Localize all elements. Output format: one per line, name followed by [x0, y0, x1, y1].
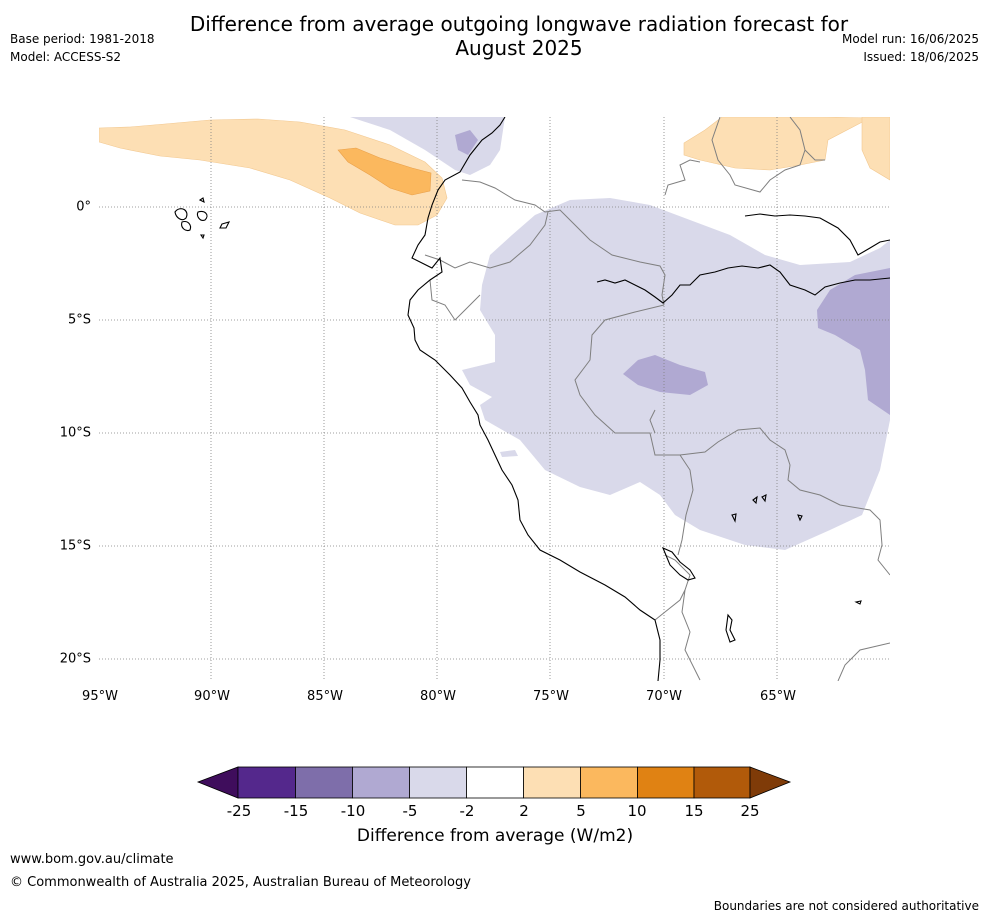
- lat-label-15s: 15°S: [59, 538, 91, 554]
- issued-date: Issued: 18/06/2025: [863, 50, 979, 64]
- colorbar-bin-3: [352, 766, 410, 799]
- map-plot-area: [99, 117, 890, 681]
- colorbar-tick: 5: [576, 802, 586, 820]
- lon-label-85w: 85°W: [307, 689, 343, 704]
- lon-label-80w: 80°W: [420, 689, 456, 704]
- copyright-text: © Commonwealth of Australia 2025, Austra…: [10, 875, 471, 890]
- colorbar-bin-9: [693, 766, 751, 799]
- website-link[interactable]: www.bom.gov.au/climate: [10, 852, 174, 867]
- colorbar-title: Difference from average (W/m2): [356, 826, 634, 846]
- anomaly-region-mid-purple-east: [817, 268, 890, 415]
- colorbar-tick: -2: [459, 802, 475, 820]
- colorbar-tick: 10: [627, 802, 647, 820]
- lon-label-70w: 70°W: [646, 689, 682, 704]
- colorbar-tick: -15: [283, 802, 309, 820]
- anomaly-region-light-orange-north-2: [861, 117, 890, 181]
- map-title: Difference from average outgoing longwav…: [140, 12, 898, 60]
- colorbar-tick: -10: [340, 802, 366, 820]
- title-line-2: August 2025: [455, 36, 583, 60]
- colorbar-bin-6: [523, 766, 581, 799]
- anomaly-region-light-purple-lake: [500, 450, 518, 457]
- colorbar-tick: -25: [226, 802, 252, 820]
- lon-label-75w: 75°W: [533, 689, 569, 704]
- lat-label-10s: 10°S: [59, 425, 91, 441]
- colorbar-bin-2: [295, 766, 353, 799]
- meta-right: Model run: 16/06/2025 Issued: 18/06/2025: [842, 30, 979, 66]
- model-name: Model: ACCESS-S2: [10, 50, 122, 64]
- country-borders: [424, 117, 890, 681]
- anomaly-region-mid-purple-peru-brazil: [623, 355, 708, 395]
- lat-label-0: 0°: [76, 199, 91, 215]
- title-line-1: Difference from average outgoing longwav…: [189, 12, 849, 36]
- anomaly-region-mid-orange-pacific: [337, 147, 432, 196]
- colorbar-tick: 25: [740, 802, 760, 820]
- lat-label-20s: 20°S: [59, 651, 91, 667]
- model-run: Model run: 16/06/2025: [841, 32, 979, 46]
- anomaly-region-mid-purple-north: [455, 130, 478, 155]
- colorbar-bin-7: [580, 766, 638, 799]
- lat-label-5s: 5°S: [67, 312, 91, 328]
- colorbar-bin-5: [466, 766, 524, 799]
- colorbar-bin-1: [237, 766, 296, 799]
- colorbar-extend-high: [749, 766, 792, 799]
- lon-label-95w: 95°W: [82, 689, 118, 704]
- lon-label-65w: 65°W: [760, 689, 796, 704]
- anomaly-region-light-orange-pacific: [99, 118, 448, 226]
- lon-label-90w: 90°W: [194, 689, 230, 704]
- coastlines: [174, 117, 890, 681]
- disclaimer-text: Boundaries are not considered authoritat…: [713, 899, 979, 913]
- colorbar-bin-4: [409, 766, 467, 799]
- colorbar-bin-8: [637, 766, 695, 799]
- colorbar-tick: 15: [684, 802, 704, 820]
- anomaly-region-light-orange-north-1: [683, 117, 871, 171]
- colorbar: [196, 766, 792, 799]
- colorbar-extend-low: [196, 766, 239, 799]
- meta-left: Base period: 1981-2018 Model: ACCESS-S2: [10, 30, 155, 66]
- colorbar-tick: 2: [519, 802, 529, 820]
- colorbar-tick: -5: [402, 802, 418, 820]
- base-period: Base period: 1981-2018: [10, 32, 155, 46]
